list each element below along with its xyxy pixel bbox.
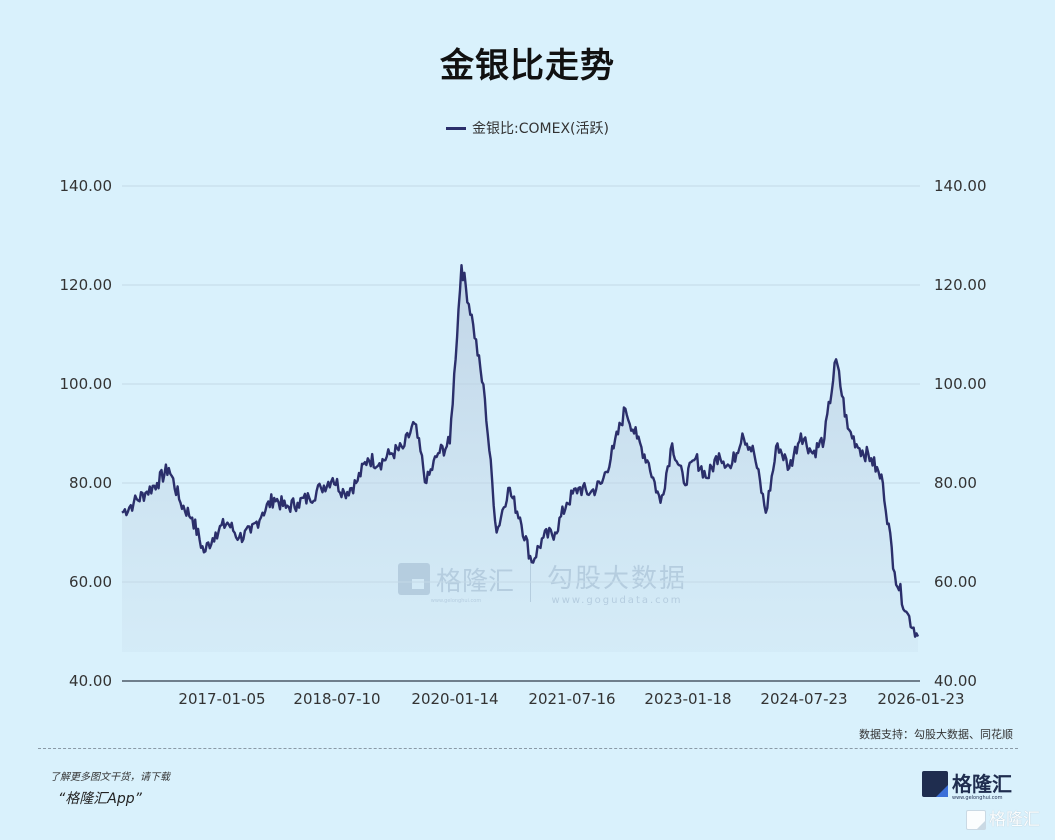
promo-text: 了解更多图文干货，请下载	[50, 772, 170, 783]
svg-text:80.00: 80.00	[934, 474, 977, 492]
svg-text:2018-07-10: 2018-07-10	[293, 690, 380, 708]
logo-g-icon	[922, 771, 948, 797]
svg-text:40.00: 40.00	[69, 672, 112, 690]
line-chart: 40.00 60.00 80.00 100.00 120.00 140.00 40.00 6…	[60, 177, 987, 708]
svg-text:60.00: 60.00	[934, 573, 977, 591]
svg-text:2021-07-16: 2021-07-16	[528, 690, 615, 708]
svg-text:2026-01-23: 2026-01-23	[877, 690, 964, 708]
svg-text:140.00: 140.00	[934, 177, 987, 195]
legend-line-icon	[446, 126, 467, 130]
faint-logo-g-icon	[966, 810, 986, 830]
series-line	[121, 264, 920, 638]
brand-logo: 格隆汇 www.gelonghui.com	[922, 771, 1012, 801]
area-fill	[122, 265, 918, 652]
faint-logo-text: 格隆汇	[989, 809, 1040, 830]
svg-text:80.00: 80.00	[69, 474, 112, 492]
legend-label: 金银比:COMEX(活跃)	[472, 121, 609, 137]
svg-text:120.00: 120.00	[934, 276, 987, 294]
promo-app-link[interactable]: “格隆汇App”	[58, 791, 142, 807]
data-source: 数据支持：勾股大数据、同花顺	[859, 728, 1013, 741]
y-axis-right: 40.00 60.00 80.00 100.00 120.00 140.00	[934, 177, 987, 690]
svg-text:140.00: 140.00	[60, 177, 113, 195]
logo-url: www.gelonghui.com	[952, 795, 1003, 801]
logo-text: 格隆汇	[952, 772, 1012, 796]
y-axis-left: 40.00 60.00 80.00 100.00 120.00 140.00	[60, 177, 113, 690]
svg-text:60.00: 60.00	[69, 573, 112, 591]
svg-text:40.00: 40.00	[934, 672, 977, 690]
faint-logo: 格隆汇	[966, 810, 1040, 830]
svg-text:2023-01-18: 2023-01-18	[644, 690, 731, 708]
svg-text:2020-01-14: 2020-01-14	[411, 690, 498, 708]
svg-text:100.00: 100.00	[60, 375, 113, 393]
divider	[38, 748, 1018, 749]
chart-legend: 金银比:COMEX(活跃)	[0, 118, 1055, 138]
svg-text:2024-07-23: 2024-07-23	[760, 690, 847, 708]
svg-text:2017-01-05: 2017-01-05	[178, 690, 265, 708]
x-axis-ticks: 2017-01-05 2018-07-10 2020-01-14 2021-07-16…	[178, 690, 964, 708]
chart-title: 金银比走势	[440, 46, 615, 86]
svg-text:120.00: 120.00	[60, 276, 113, 294]
svg-text:100.00: 100.00	[934, 375, 987, 393]
